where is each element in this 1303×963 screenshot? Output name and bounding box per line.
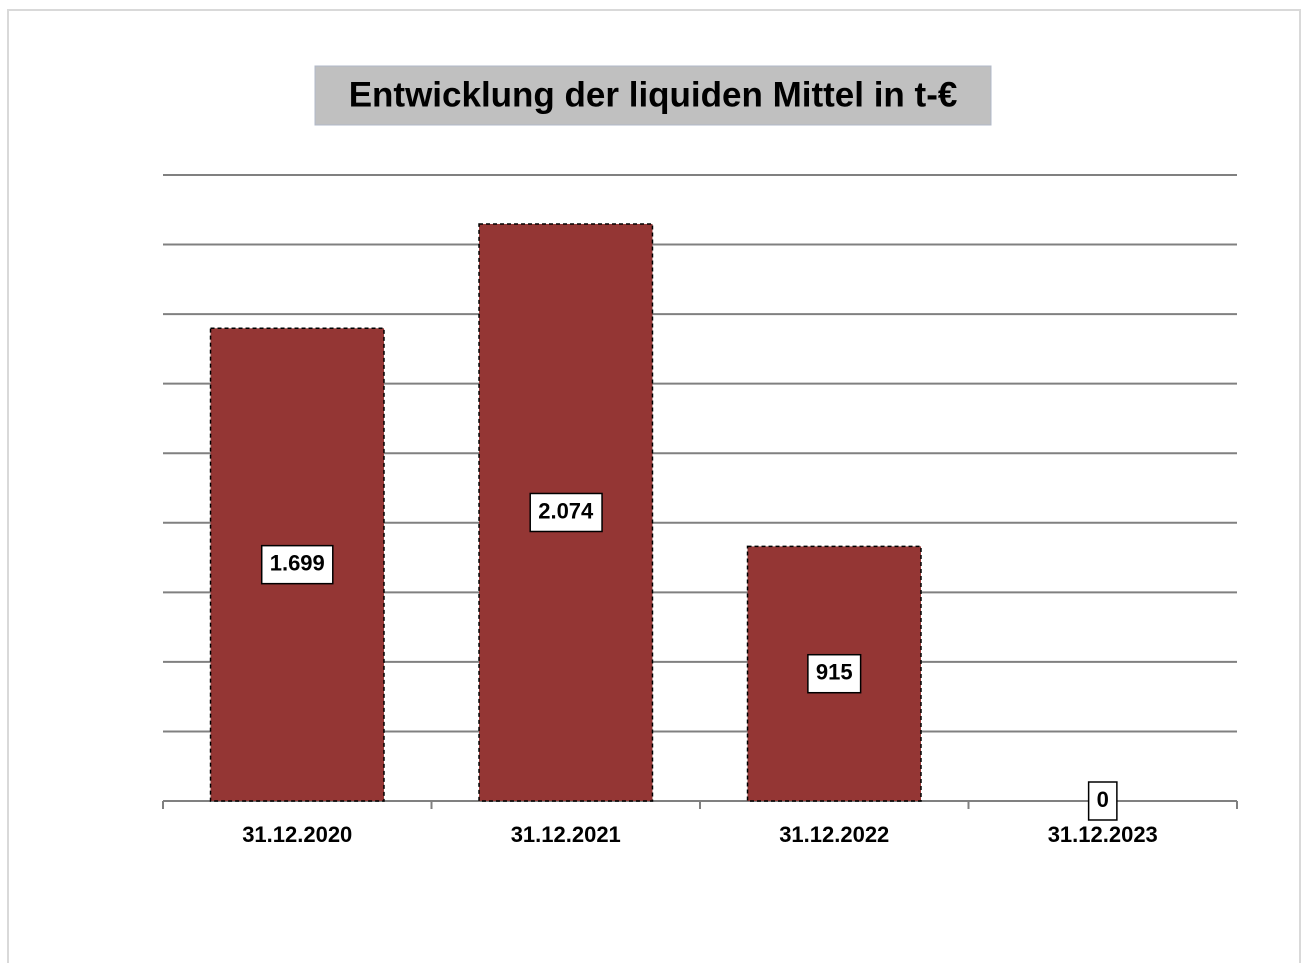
value-label: 915 [816,660,853,685]
value-label-box [260,544,334,585]
x-tick-label: 31.12.2021 [511,822,621,847]
title-background [314,65,992,126]
value-label: 1.699 [270,550,325,575]
x-tick-label: 31.12.2023 [1048,822,1158,847]
chart-title: Entwicklung der liquiden Mittel in t-€ [349,75,958,114]
x-tick-label: 31.12.2020 [242,822,352,847]
value-label: 0 [1097,787,1109,812]
value-label-box [1087,781,1118,821]
value-label-box [807,653,862,694]
x-tick-label: 31.12.2022 [779,822,889,847]
value-label: 2.074 [538,498,594,523]
value-label-box [529,492,603,533]
